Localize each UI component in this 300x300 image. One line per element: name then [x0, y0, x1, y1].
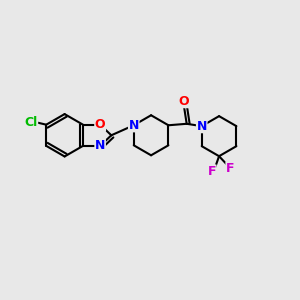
Text: N: N: [196, 120, 207, 133]
Text: F: F: [226, 162, 235, 175]
Text: F: F: [208, 165, 216, 178]
Text: O: O: [95, 118, 105, 131]
Text: N: N: [95, 140, 105, 152]
Text: Cl: Cl: [24, 116, 38, 129]
Text: O: O: [178, 94, 189, 108]
Text: N: N: [129, 119, 139, 132]
